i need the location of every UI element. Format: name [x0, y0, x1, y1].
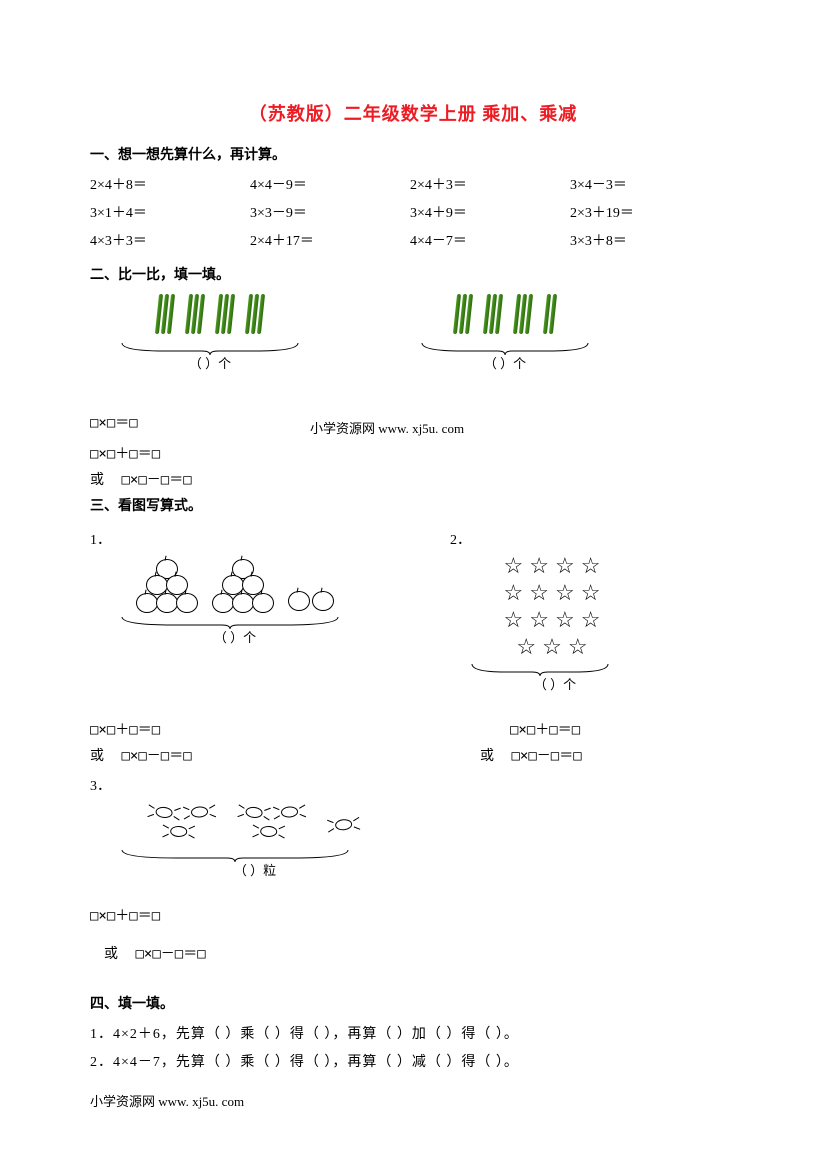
apple-group — [136, 559, 196, 613]
or-label: 或 — [104, 943, 132, 963]
count-caption: （ ）个 — [470, 674, 640, 693]
q1-formulas: □×□＋□＝□ 或 □×□－□＝□ — [90, 713, 420, 771]
count-caption: （ ）个 — [120, 353, 300, 372]
formula-text: □×□－□＝□ — [512, 748, 582, 764]
calc-item: 3×3＋8＝ — [570, 230, 730, 250]
candy-single — [327, 817, 363, 840]
footer-text: 小学资源网 www. xj5u. com — [90, 1091, 736, 1110]
formula-line: 或 □×□－□＝□ — [480, 745, 736, 765]
count-caption: （ ）个 — [420, 353, 590, 372]
fill-blank-line: 2．4×4－7，先算（ ）乘（ ）得（ ），再算（ ）减（ ）得（ ）。 — [90, 1051, 736, 1071]
section4-head: 四、填一填。 — [90, 993, 736, 1013]
sticks-block-left: （ ）个 — [120, 294, 300, 372]
candy-group — [237, 801, 309, 846]
formula-text: □×□－□＝□ — [136, 946, 206, 962]
formula-line: □×□＋□＝□ — [90, 905, 736, 925]
q-number: 3． — [90, 775, 736, 795]
worksheet-page: （苏教版）二年级数学上册 乘加、乘减 一、想一想先算什么，再计算。 2×4＋8＝… — [0, 0, 826, 1150]
formula-line: □×□＋□＝□ — [90, 443, 736, 463]
calc-item: 3×4＋9＝ — [410, 202, 570, 222]
calc-item: 3×3－9＝ — [250, 202, 410, 222]
watermark-text: 小学资源网 www. xj5u. com — [310, 418, 736, 437]
apples-diagram: （ ）个 — [120, 559, 350, 646]
or-label: 或 — [90, 745, 118, 765]
calc-item: 4×4－7＝ — [410, 230, 570, 250]
section1-head: 一、想一想先算什么，再计算。 — [90, 144, 736, 164]
formula-line: □×□＋□＝□ — [510, 719, 736, 739]
calc-item: 2×4＋8＝ — [90, 174, 250, 194]
q-number: 1． — [90, 529, 420, 549]
apple-group — [212, 559, 272, 613]
calc-item: 3×4－3＝ — [570, 174, 730, 194]
page-title: （苏教版）二年级数学上册 乘加、乘减 — [90, 100, 736, 126]
or-label: 或 — [480, 745, 508, 765]
q3-row-1-2: 1． — [90, 525, 736, 693]
formula-line: 或 □×□－□＝□ — [104, 943, 736, 963]
calc-item: 2×4＋17＝ — [250, 230, 410, 250]
calc-grid: 2×4＋8＝ 4×4－9＝ 2×4＋3＝ 3×4－3＝ 3×1＋4＝ 3×3－9… — [90, 174, 736, 250]
question-1: 1． — [90, 525, 420, 693]
calc-item: 2×3＋19＝ — [570, 202, 730, 222]
sticks-groups — [420, 294, 590, 339]
calc-item: 4×3＋3＝ — [90, 230, 250, 250]
calc-item: 3×1＋4＝ — [90, 202, 250, 222]
formula-line: □×□＋□＝□ — [90, 719, 420, 739]
or-label: 或 — [90, 469, 118, 489]
question-2: 2． ☆☆☆☆ ☆☆☆☆ ☆☆☆☆ ☆☆☆ （ ）个 — [420, 525, 736, 693]
sticks-block-right: （ ）个 — [420, 294, 590, 372]
sticks-groups — [120, 294, 300, 339]
formula-line: 或 □×□－□＝□ — [90, 745, 420, 765]
q-number: 2． — [450, 529, 736, 549]
formula-text: □×□－□＝□ — [122, 748, 192, 764]
formula-text: □×□－□＝□ — [122, 472, 192, 488]
q2-formulas: □×□＋□＝□ 或 □×□－□＝□ — [420, 713, 736, 771]
fill-blank-line: 1．4×2＋6，先算（ ）乘（ ）得（ ），再算（ ）加（ ）得（ ）。 — [90, 1023, 736, 1043]
candy-group — [147, 801, 219, 846]
section3-head: 三、看图写算式。 — [90, 495, 736, 515]
count-caption: （ ）个 — [120, 627, 350, 646]
formula-line: 或 □×□－□＝□ — [90, 469, 736, 489]
formulas-row: □×□＋□＝□ 或 □×□－□＝□ □×□＋□＝□ 或 □×□－□＝□ — [90, 713, 736, 771]
calc-item: 2×4＋3＝ — [410, 174, 570, 194]
count-caption: （ ）粒 — [120, 860, 390, 879]
calc-item: 4×4－9＝ — [250, 174, 410, 194]
candies-diagram: （ ）粒 — [120, 801, 390, 879]
sticks-comparison: （ ）个 （ ）个 — [120, 294, 736, 372]
section2-head: 二、比一比，填一填。 — [90, 264, 736, 284]
apple-group-small — [288, 591, 334, 611]
stars-diagram: ☆☆☆☆ ☆☆☆☆ ☆☆☆☆ ☆☆☆ （ ）个 — [470, 553, 640, 693]
